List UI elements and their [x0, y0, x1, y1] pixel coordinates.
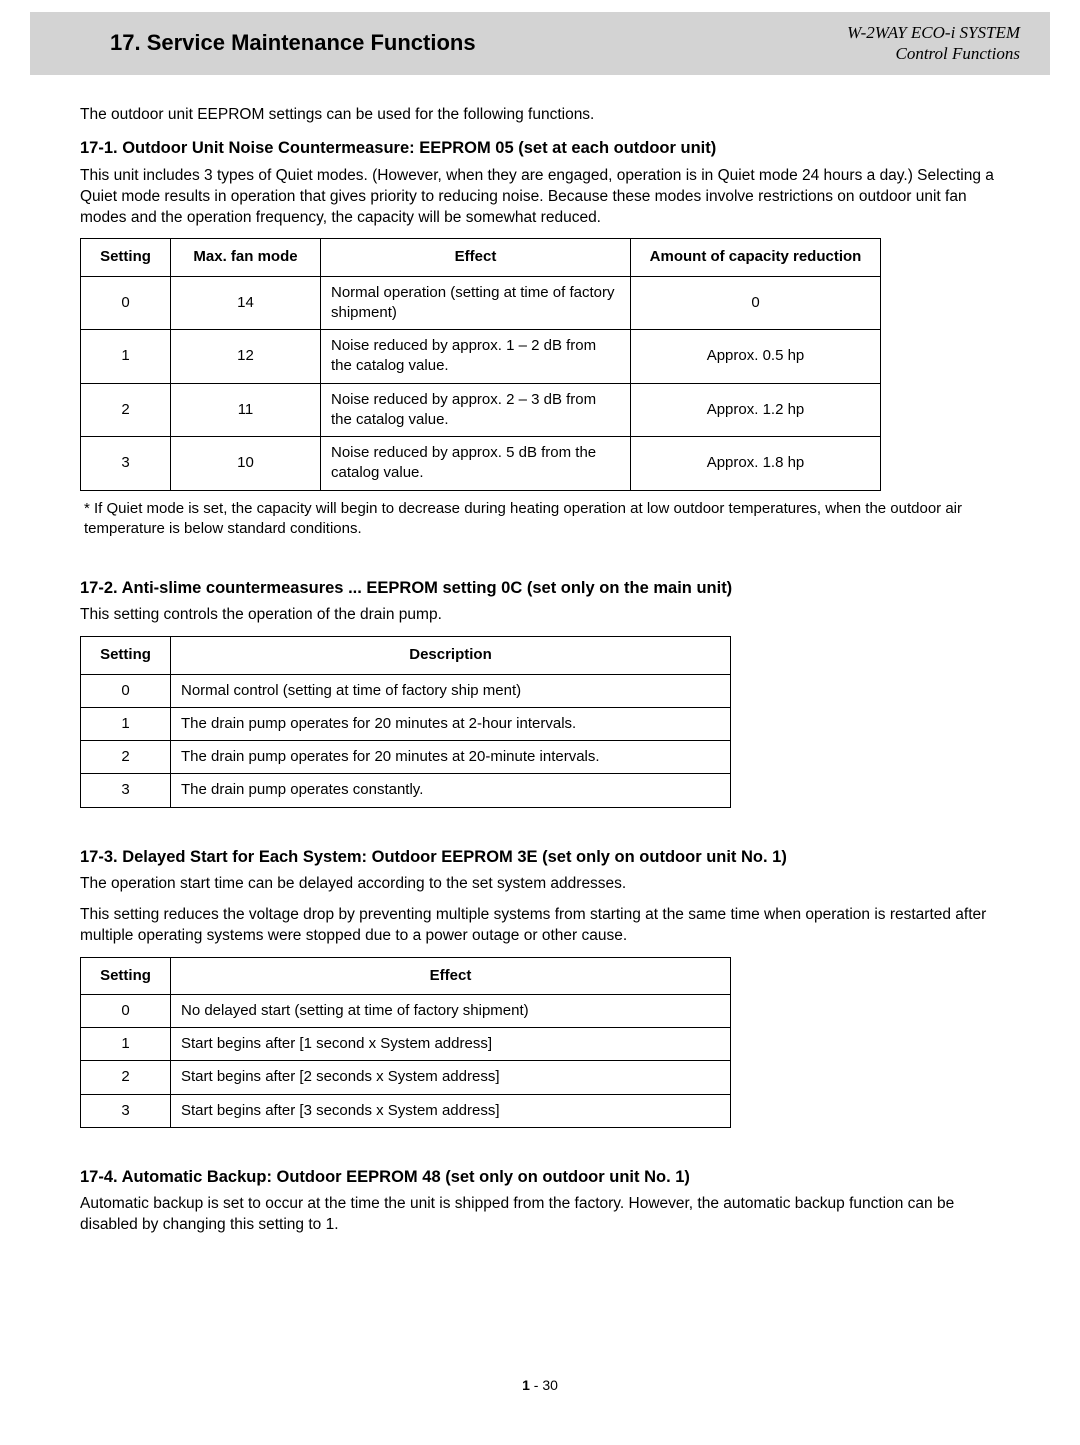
cell: 1 [81, 330, 171, 384]
page-content: 1 The outdoor unit EEPROM settings can b… [0, 75, 1080, 1445]
header-right-line1: W-2WAY ECO-i SYSTEM [847, 22, 1020, 43]
table-header-row: Setting Description [81, 637, 731, 674]
table-header-row: Setting Effect [81, 957, 731, 994]
cell: 11 [171, 383, 321, 437]
cell: 0 [81, 674, 171, 707]
cell: Noise reduced by approx. 5 dB from the c… [321, 437, 631, 491]
page-header: 17. Service Maintenance Functions W-2WAY… [30, 12, 1050, 75]
intro-text: The outdoor unit EEPROM settings can be … [80, 105, 1000, 126]
table-17-1: Setting Max. fan mode Effect Amount of c… [80, 238, 881, 490]
cell: 2 [81, 383, 171, 437]
cell: Normal control (setting at time of facto… [171, 674, 731, 707]
col-reduction: Amount of capacity reduction [631, 239, 881, 276]
cell: Start begins after [1 second x System ad… [171, 1028, 731, 1061]
section-17-3-heading: 17-3. Delayed Start for Each System: Out… [80, 846, 1000, 868]
cell: 3 [81, 437, 171, 491]
cell: Normal operation (setting at time of fac… [321, 276, 631, 330]
cell: Start begins after [3 seconds x System a… [171, 1094, 731, 1127]
cell: 3 [81, 774, 171, 807]
cell: Approx. 1.8 hp [631, 437, 881, 491]
footer-page: 30 [542, 1377, 558, 1393]
table-row: 3 The drain pump operates constantly. [81, 774, 731, 807]
section-17-3-para2: This setting reduces the voltage drop by… [80, 905, 1000, 947]
table-row: 1 12 Noise reduced by approx. 1 – 2 dB f… [81, 330, 881, 384]
cell: 0 [81, 276, 171, 330]
footer-sep: - [530, 1377, 542, 1393]
cell: 0 [631, 276, 881, 330]
table-row: 1 Start begins after [1 second x System … [81, 1028, 731, 1061]
col-setting: Setting [81, 957, 171, 994]
section-17-1-footnote: * If Quiet mode is set, the capacity wil… [84, 499, 1000, 540]
cell: No delayed start (setting at time of fac… [171, 994, 731, 1027]
section-17-4-heading: 17-4. Automatic Backup: Outdoor EEPROM 4… [80, 1166, 1000, 1188]
section-17-1-heading: 17-1. Outdoor Unit Noise Countermeasure:… [80, 137, 1000, 159]
table-row: 0 14 Normal operation (setting at time o… [81, 276, 881, 330]
cell: Approx. 0.5 hp [631, 330, 881, 384]
cell: The drain pump operates for 20 minutes a… [171, 741, 731, 774]
table-row: 1 The drain pump operates for 20 minutes… [81, 707, 731, 740]
cell: 3 [81, 1094, 171, 1127]
table-row: 3 10 Noise reduced by approx. 5 dB from … [81, 437, 881, 491]
table-row: 0 No delayed start (setting at time of f… [81, 994, 731, 1027]
cell: 0 [81, 994, 171, 1027]
footer-section: 1 [522, 1377, 530, 1393]
section-17-1-para: This unit includes 3 types of Quiet mode… [80, 166, 1000, 229]
table-row: 2 Start begins after [2 seconds x System… [81, 1061, 731, 1094]
header-right-line2: Control Functions [847, 43, 1020, 64]
cell: 14 [171, 276, 321, 330]
section-17-2-heading: 17-2. Anti-slime countermeasures ... EEP… [80, 577, 1000, 599]
col-setting: Setting [81, 637, 171, 674]
col-description: Description [171, 637, 731, 674]
col-setting: Setting [81, 239, 171, 276]
header-subtitle: W-2WAY ECO-i SYSTEM Control Functions [847, 22, 1020, 65]
table-header-row: Setting Max. fan mode Effect Amount of c… [81, 239, 881, 276]
header-title: 17. Service Maintenance Functions [110, 30, 476, 56]
table-17-2: Setting Description 0 Normal control (se… [80, 636, 731, 807]
cell: Noise reduced by approx. 2 – 3 dB from t… [321, 383, 631, 437]
cell: Approx. 1.2 hp [631, 383, 881, 437]
cell: Start begins after [2 seconds x System a… [171, 1061, 731, 1094]
col-max-fan: Max. fan mode [171, 239, 321, 276]
table-row: 0 Normal control (setting at time of fac… [81, 674, 731, 707]
page-footer: 1 - 30 [80, 1376, 1000, 1395]
cell: 1 [81, 1028, 171, 1061]
cell: 2 [81, 741, 171, 774]
cell: The drain pump operates for 20 minutes a… [171, 707, 731, 740]
table-row: 2 The drain pump operates for 20 minutes… [81, 741, 731, 774]
cell: Noise reduced by approx. 1 – 2 dB from t… [321, 330, 631, 384]
cell: 1 [81, 707, 171, 740]
section-17-4-para: Automatic backup is set to occur at the … [80, 1194, 1000, 1236]
cell: 10 [171, 437, 321, 491]
section-17-2-para: This setting controls the operation of t… [80, 605, 1000, 626]
section-17-3-para1: The operation start time can be delayed … [80, 874, 1000, 895]
col-effect: Effect [171, 957, 731, 994]
cell: The drain pump operates constantly. [171, 774, 731, 807]
cell: 2 [81, 1061, 171, 1094]
cell: 12 [171, 330, 321, 384]
table-row: 3 Start begins after [3 seconds x System… [81, 1094, 731, 1127]
col-effect: Effect [321, 239, 631, 276]
table-17-3: Setting Effect 0 No delayed start (setti… [80, 957, 731, 1128]
table-row: 2 11 Noise reduced by approx. 2 – 3 dB f… [81, 383, 881, 437]
